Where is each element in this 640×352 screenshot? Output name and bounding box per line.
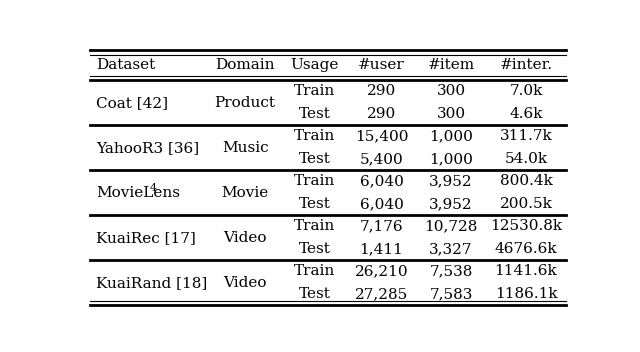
Text: 7,176: 7,176 xyxy=(360,219,403,233)
Text: 200.5k: 200.5k xyxy=(499,197,552,211)
Text: 1,411: 1,411 xyxy=(360,242,403,256)
Text: Usage: Usage xyxy=(291,58,339,72)
Text: 290: 290 xyxy=(367,84,396,99)
Text: 12530.8k: 12530.8k xyxy=(490,219,562,233)
Text: Test: Test xyxy=(299,197,331,211)
Text: Test: Test xyxy=(299,287,331,301)
Text: 26,210: 26,210 xyxy=(355,264,408,278)
Text: 7,538: 7,538 xyxy=(429,264,473,278)
Text: Music: Music xyxy=(222,141,268,155)
Text: Train: Train xyxy=(294,175,335,188)
Text: 3,327: 3,327 xyxy=(429,242,473,256)
Text: Train: Train xyxy=(294,264,335,278)
Text: 7.0k: 7.0k xyxy=(509,84,543,99)
Text: 3,952: 3,952 xyxy=(429,197,473,211)
Text: KuaiRand [18]: KuaiRand [18] xyxy=(96,276,207,290)
Text: 6,040: 6,040 xyxy=(360,175,403,188)
Text: 10,728: 10,728 xyxy=(424,219,477,233)
Text: YahooR3 [36]: YahooR3 [36] xyxy=(96,141,199,155)
Text: 300: 300 xyxy=(436,84,466,99)
Text: Domain: Domain xyxy=(215,58,275,72)
Text: 15,400: 15,400 xyxy=(355,130,408,143)
Text: 300: 300 xyxy=(436,107,466,121)
Text: Movie: Movie xyxy=(221,186,269,200)
Text: #inter.: #inter. xyxy=(499,58,552,72)
Text: 800.4k: 800.4k xyxy=(499,175,552,188)
Text: 4.6k: 4.6k xyxy=(509,107,543,121)
Text: 7,583: 7,583 xyxy=(429,287,473,301)
Text: 290: 290 xyxy=(367,107,396,121)
Text: 4: 4 xyxy=(150,183,157,193)
Text: MovieLens: MovieLens xyxy=(96,186,180,200)
Text: 5,400: 5,400 xyxy=(360,152,403,166)
Text: Train: Train xyxy=(294,219,335,233)
Text: Video: Video xyxy=(223,276,267,290)
Text: #user: #user xyxy=(358,58,405,72)
Text: 4676.6k: 4676.6k xyxy=(495,242,557,256)
Text: 1186.1k: 1186.1k xyxy=(495,287,557,301)
Text: Product: Product xyxy=(214,96,276,110)
Text: 1,000: 1,000 xyxy=(429,130,473,143)
Text: Train: Train xyxy=(294,84,335,99)
Text: KuaiRec [17]: KuaiRec [17] xyxy=(96,231,196,245)
Text: 3,952: 3,952 xyxy=(429,175,473,188)
Text: Dataset: Dataset xyxy=(96,58,155,72)
Text: 1141.6k: 1141.6k xyxy=(495,264,557,278)
Text: Coat [42]: Coat [42] xyxy=(96,96,168,110)
Text: 1,000: 1,000 xyxy=(429,152,473,166)
Text: Test: Test xyxy=(299,107,331,121)
Text: Video: Video xyxy=(223,231,267,245)
Text: 27,285: 27,285 xyxy=(355,287,408,301)
Text: 54.0k: 54.0k xyxy=(504,152,547,166)
Text: Train: Train xyxy=(294,130,335,143)
Text: 6,040: 6,040 xyxy=(360,197,403,211)
Text: Test: Test xyxy=(299,152,331,166)
Text: #item: #item xyxy=(428,58,475,72)
Text: 311.7k: 311.7k xyxy=(500,130,552,143)
Text: Test: Test xyxy=(299,242,331,256)
